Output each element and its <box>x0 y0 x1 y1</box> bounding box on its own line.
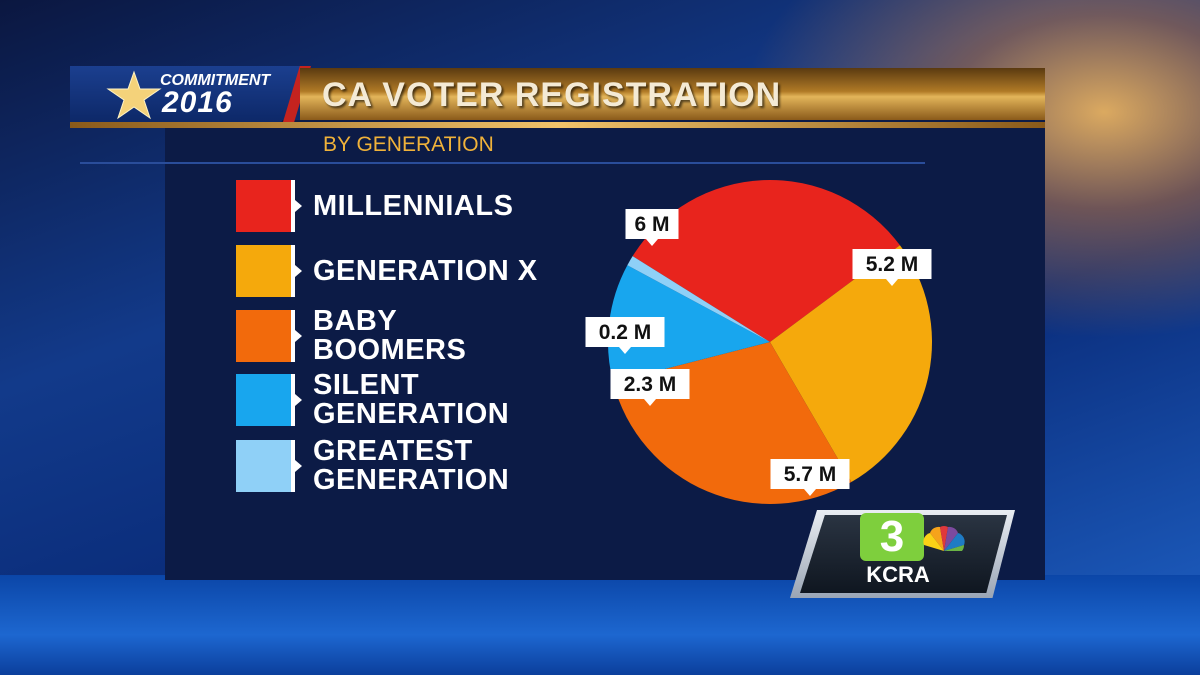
chart-title: CA VOTER REGISTRATION <box>322 76 782 114</box>
pie-slice-generation-x <box>770 245 932 483</box>
pie-slice-silent-generation <box>608 265 770 383</box>
legend-swatch <box>236 245 291 297</box>
legend-label: MILLENNIALS <box>313 189 514 222</box>
data-label: 0.2 M <box>599 321 652 344</box>
subtitle-rule <box>80 162 925 164</box>
pie-slice-millennials <box>632 179 900 342</box>
title-bar <box>300 68 1045 120</box>
logo-text-year: 2016 <box>162 86 233 119</box>
legend-pointer-icon <box>295 394 302 406</box>
data-label-box: 6 M <box>625 209 679 246</box>
legend-item: BABY BOOMERS <box>236 305 556 368</box>
data-label-box: 2.3 M <box>610 369 690 406</box>
data-label-background <box>610 369 690 399</box>
legend-swatch-edge <box>291 374 295 426</box>
legend-label: GREATEST GENERATION <box>313 435 510 496</box>
background-beam <box>0 575 1200 675</box>
data-label-background <box>625 209 679 239</box>
legend-item: GENERATION X <box>236 245 556 303</box>
legend-swatch <box>236 440 291 492</box>
data-label: 2.3 M <box>624 373 677 396</box>
data-label-pointer <box>619 347 631 354</box>
data-label-box: 5.2 M <box>852 249 932 286</box>
data-label-background <box>585 317 665 347</box>
legend-pointer-icon <box>295 200 302 212</box>
legend-item: SILENT GENERATION <box>236 369 556 432</box>
channel-number: 3 <box>860 513 924 561</box>
data-label-background <box>852 249 932 279</box>
chart-subtitle: BY GENERATION <box>323 133 494 156</box>
legend-swatch-edge <box>291 245 295 297</box>
data-label-pointer <box>804 489 816 496</box>
pie-chart: 6 M 5.2 M 5.7 M 2.3 M 0.2 M <box>585 179 932 504</box>
legend-swatch-edge <box>291 440 295 492</box>
data-label-pointer <box>886 279 898 286</box>
logo-text-commitment: COMMITMENT <box>160 72 271 89</box>
legend-swatch-edge <box>291 180 295 232</box>
data-label: 5.7 M <box>784 463 837 486</box>
legend-swatch <box>236 310 291 362</box>
legend-label: GENERATION X <box>313 254 538 287</box>
data-label: 5.2 M <box>866 253 919 276</box>
pie-slice-greatest-generation <box>627 256 770 342</box>
legend-swatch <box>236 374 291 426</box>
peacock-icon <box>923 526 965 551</box>
data-label: 6 M <box>634 213 669 236</box>
title-underline <box>70 122 1045 128</box>
data-label-box: 0.2 M <box>585 317 665 354</box>
station-call-letters: KCRA <box>866 562 930 587</box>
legend-item: GREATEST GENERATION <box>236 435 556 498</box>
legend-pointer-icon <box>295 330 302 342</box>
legend-pointer-icon <box>295 460 302 472</box>
data-label-box: 5.7 M <box>770 459 850 496</box>
data-label-pointer <box>646 239 658 246</box>
commitment-2016-logo <box>70 66 310 122</box>
legend-label: SILENT GENERATION <box>313 369 510 430</box>
legend-pointer-icon <box>295 265 302 277</box>
legend-label: BABY BOOMERS <box>313 305 467 366</box>
data-label-pointer <box>644 399 656 406</box>
legend-swatch-edge <box>291 310 295 362</box>
star-icon <box>106 70 162 120</box>
legend-item: MILLENNIALS <box>236 180 556 238</box>
legend-swatch <box>236 180 291 232</box>
data-label-background <box>770 459 850 489</box>
